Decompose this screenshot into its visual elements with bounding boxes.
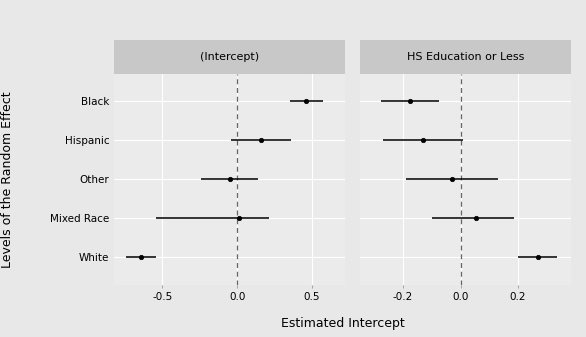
Text: Estimated Intercept: Estimated Intercept — [281, 317, 405, 330]
Text: Levels of the Random Effect: Levels of the Random Effect — [1, 91, 13, 268]
Text: HS Education or Less: HS Education or Less — [407, 52, 524, 62]
Text: (Intercept): (Intercept) — [200, 52, 259, 62]
